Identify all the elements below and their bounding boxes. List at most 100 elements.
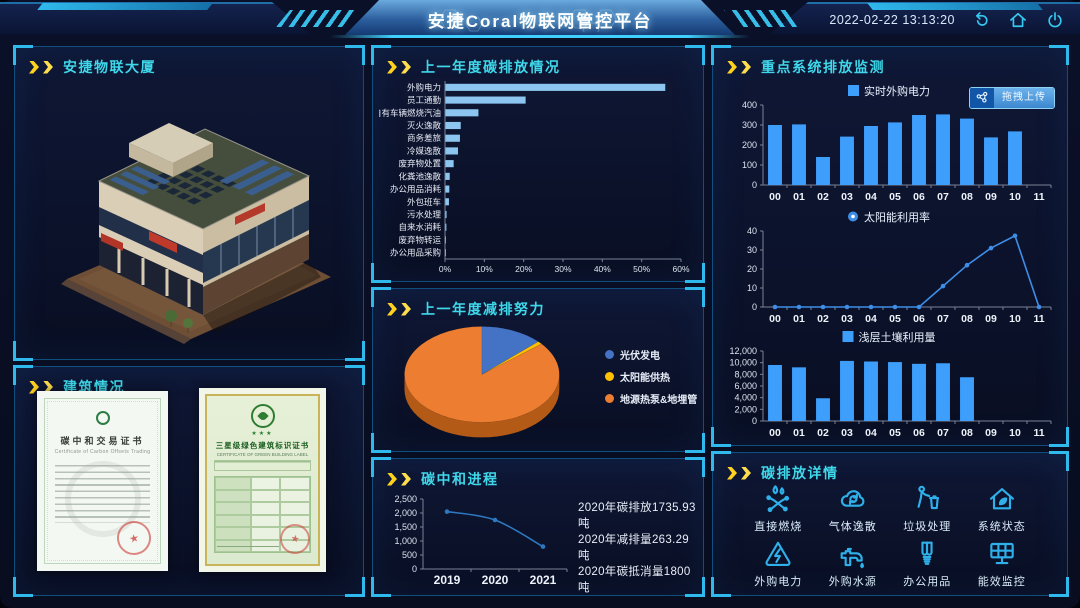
certificate-title: 碳中和交易证书 xyxy=(60,436,145,446)
certificate-logo xyxy=(95,411,110,425)
panel-title: 安捷物联大厦 xyxy=(63,59,156,75)
detail-label: 直接燃烧 xyxy=(754,521,803,533)
chevron-icon xyxy=(387,60,397,74)
chevron-icon xyxy=(727,60,737,74)
star-rating: ★★★ xyxy=(251,431,274,437)
svg-text:11: 11 xyxy=(1033,313,1044,325)
svg-text:2021: 2021 xyxy=(530,573,557,587)
certificate-subtitle: Certificate of Carbon Offsets Trading xyxy=(54,449,151,455)
panel-neutrality-header: 碳中和进程 xyxy=(373,459,703,490)
emissions-bar-chart: 外购电力 员工通勤 自有车辆燃烧汽油 灭火逸散 商务差旅 冷媒逸散 废弃物处置 化粪池逸散 办公… xyxy=(373,79,697,275)
svg-text:500: 500 xyxy=(402,550,417,560)
svg-text:01: 01 xyxy=(793,427,805,439)
svg-text:06: 06 xyxy=(913,427,925,439)
svg-text:03: 03 xyxy=(841,313,853,325)
detail-label: 气体逸散 xyxy=(828,521,877,533)
detail-system-status[interactable]: 系统状态 xyxy=(965,483,1040,534)
legend-item: 光伏发电 xyxy=(605,347,697,362)
detail-office-supplies[interactable]: 办公用品 xyxy=(890,538,965,589)
panel-monitoring: 重点系统排放监测 拖拽上传 实时外购电力 0 100 200 300 400 00 01 02 0… xyxy=(711,45,1069,447)
svg-text:实时外购电力: 实时外购电力 xyxy=(864,84,930,98)
svg-text:废弃物转运: 废弃物转运 xyxy=(398,235,441,245)
svg-text:02: 02 xyxy=(817,313,829,325)
svg-text:40: 40 xyxy=(747,226,757,236)
svg-text:01: 01 xyxy=(793,191,805,203)
neutrality-line-chart: 0 500 1,000 1,500 2,000 2,500 2019 2020 2021 xyxy=(377,493,577,589)
certificate-subtitle: CERTIFICATE OF GREEN BUILDING LABEL xyxy=(216,452,309,457)
legend-item: 太阳能供热 xyxy=(605,369,697,384)
chevron-icon xyxy=(43,380,53,394)
back-button[interactable] xyxy=(970,9,992,31)
detail-purchased-electricity[interactable]: 外购电力 xyxy=(741,538,816,589)
power-button[interactable] xyxy=(1044,9,1066,31)
drag-upload-button[interactable]: 拖拽上传 xyxy=(969,87,1055,109)
svg-text:03: 03 xyxy=(841,191,853,203)
legend-dot-icon xyxy=(605,372,614,381)
system-status-icon xyxy=(989,488,1014,510)
stat-line: 2020年减排量263.29吨 xyxy=(578,534,689,562)
header-hatch-right xyxy=(724,10,804,27)
legend-label: 地源热泵&地埋管 xyxy=(620,395,698,406)
timestamp: 2022-02-22 13:13:20 xyxy=(829,13,955,27)
svg-text:40%: 40% xyxy=(594,264,611,274)
detail-label: 外购水源 xyxy=(828,576,877,588)
svg-text:商务差旅: 商务差旅 xyxy=(407,133,442,143)
legend-dot-icon xyxy=(605,394,614,403)
svg-text:2019: 2019 xyxy=(434,573,461,587)
panel-building-status: 建筑情况 碳中和交易证书 Certificate of Carbon Offse… xyxy=(13,365,365,597)
svg-text:04: 04 xyxy=(865,313,877,325)
detail-gas-escape[interactable]: 气体逸散 xyxy=(816,483,891,534)
home-button[interactable] xyxy=(1007,9,1029,31)
undo-icon xyxy=(976,12,988,26)
panel-details-header: 碳排放详情 xyxy=(713,453,1067,484)
share-cluster-icon xyxy=(970,88,994,108)
detail-purchased-water[interactable]: 外购水源 xyxy=(816,538,891,589)
svg-text:2,000: 2,000 xyxy=(734,404,757,414)
neutrality-stats: 2020年碳排放1735.93吨 2020年减排量263.29吨 2020年碳抵… xyxy=(578,499,700,594)
svg-text:06: 06 xyxy=(913,191,925,203)
solar-rate-chart: 太阳能利用率 0 10 20 30 40 00 01 02 03 04 05 06 07 08 09 10 11 xyxy=(717,209,1061,327)
svg-text:自有车辆燃烧汽油: 自有车辆燃烧汽油 xyxy=(379,108,441,118)
svg-text:30%: 30% xyxy=(554,264,571,274)
panel-building-header: 安捷物联大厦 xyxy=(15,47,363,78)
chevron-icon xyxy=(741,466,751,480)
certificate-carbon-trading: 碳中和交易证书 Certificate of Carbon Offsets Tr… xyxy=(37,391,168,571)
svg-text:冷媒逸散: 冷媒逸散 xyxy=(407,146,442,156)
certificate-green-building: ★★★ 三星级绿色建筑标识证书 CERTIFICATE OF GREEN BUI… xyxy=(199,388,326,572)
svg-text:0: 0 xyxy=(752,302,757,312)
svg-text:10,000: 10,000 xyxy=(729,358,757,368)
svg-text:0: 0 xyxy=(752,416,757,426)
panel-neutrality: 碳中和进程 0 500 1,000 1,500 2,000 2,500 2019 2020 20… xyxy=(371,457,705,597)
svg-text:03: 03 xyxy=(841,427,853,439)
svg-text:0: 0 xyxy=(412,564,417,574)
svg-text:0: 0 xyxy=(752,180,757,190)
certificate-title: 三星级绿色建筑标识证书 xyxy=(215,441,310,450)
panel-emissions: 上一年度碳排放情况 外购电力 员工通勤 自有车辆燃烧汽油 灭火逸散 商务差旅 冷媒逸散 废弃… xyxy=(371,45,705,283)
detail-label: 办公用品 xyxy=(903,576,952,588)
details-grid: 直接燃烧 气体逸散 垃圾处理 xyxy=(741,483,1040,589)
header-underline xyxy=(330,35,750,38)
chevron-icon xyxy=(727,466,737,480)
detail-label: 垃圾处理 xyxy=(903,521,952,533)
svg-text:50%: 50% xyxy=(633,264,650,274)
svg-text:10: 10 xyxy=(1009,427,1021,439)
detail-energy-monitor[interactable]: 能效监控 xyxy=(965,538,1040,589)
certificate-watermark xyxy=(64,461,141,537)
detail-label: 系统状态 xyxy=(977,521,1026,533)
detail-direct-combustion[interactable]: 直接燃烧 xyxy=(741,483,816,534)
svg-text:07: 07 xyxy=(937,313,949,325)
svg-text:11: 11 xyxy=(1033,191,1044,203)
detail-waste-disposal[interactable]: 垃圾处理 xyxy=(890,483,965,534)
certificate-info-row xyxy=(213,460,312,471)
svg-text:8,000: 8,000 xyxy=(734,369,757,379)
svg-text:08: 08 xyxy=(961,427,973,439)
svg-text:办公用品采购: 办公用品采购 xyxy=(390,248,441,258)
legend-item: 地源热泵&地埋管 xyxy=(605,391,697,406)
svg-text:01: 01 xyxy=(793,313,805,325)
svg-text:化粪池逸散: 化粪池逸散 xyxy=(398,171,441,181)
chevron-icon xyxy=(29,60,39,74)
svg-text:2,500: 2,500 xyxy=(394,494,417,504)
svg-text:05: 05 xyxy=(889,313,901,325)
svg-text:10: 10 xyxy=(747,283,757,293)
